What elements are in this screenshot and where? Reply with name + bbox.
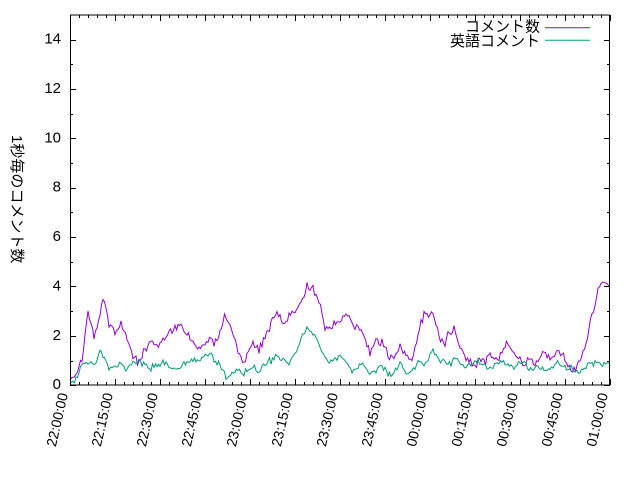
svg-text:4: 4 [53,277,61,294]
svg-text:1秒毎のコメント数: 1秒毎のコメント数 [8,135,25,263]
svg-text:12: 12 [44,80,61,97]
svg-text:14: 14 [44,31,61,48]
svg-text:2: 2 [53,327,61,344]
svg-text:10: 10 [44,129,61,146]
svg-text:8: 8 [53,179,61,196]
svg-text:6: 6 [53,228,61,245]
svg-text:0: 0 [53,376,61,393]
svg-text:英語コメント: 英語コメント [450,32,540,50]
